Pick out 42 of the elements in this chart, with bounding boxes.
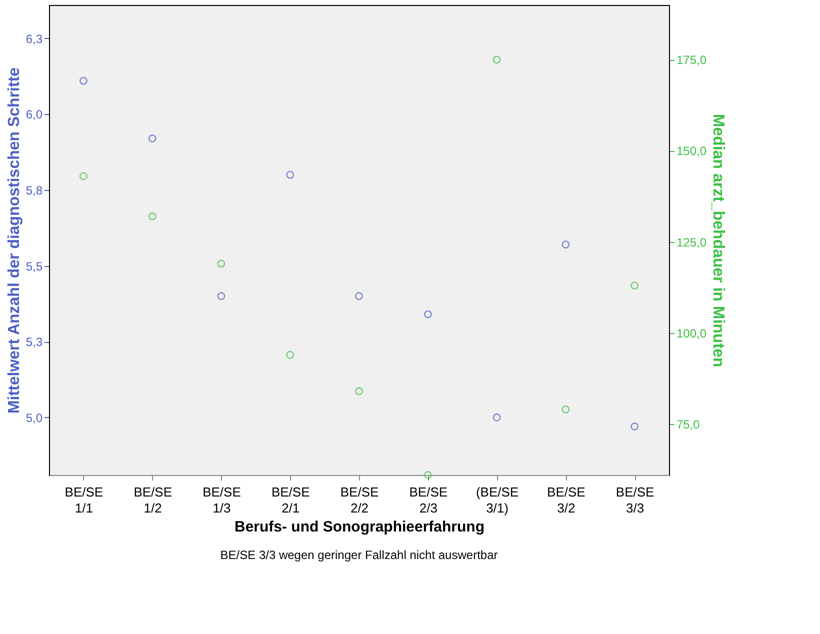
y2-axis-title: Median arzt_behdauer in Minuten bbox=[710, 114, 727, 368]
x-tick-label: BE/SE 2/1 bbox=[271, 484, 310, 516]
point bbox=[79, 76, 88, 85]
x-axis-title: Berufs- und Sonographieerfahrung bbox=[234, 518, 485, 536]
point bbox=[424, 310, 432, 318]
x-tick-label: BE/SE 2/2 bbox=[340, 484, 379, 516]
point bbox=[492, 413, 501, 422]
point bbox=[79, 172, 88, 180]
y2-tick-label: 100,0 bbox=[676, 326, 707, 340]
x-tick-label: BE/SE 1/2 bbox=[134, 484, 172, 516]
point bbox=[148, 212, 156, 220]
y-tick-label: 5,0 bbox=[26, 410, 43, 425]
point bbox=[355, 387, 363, 396]
x-tick-label: BE/SE 1/1 bbox=[64, 484, 104, 516]
point bbox=[148, 134, 156, 142]
point bbox=[492, 56, 501, 64]
x-tick-label: BE/SE 2/3 bbox=[409, 484, 448, 516]
y2-tick-label: 175,0 bbox=[676, 53, 707, 68]
point bbox=[217, 292, 226, 300]
x-tick-label: BE/SE 3/3 bbox=[616, 484, 655, 516]
x-tick-label: BE/SE 1/3 bbox=[202, 484, 242, 516]
point bbox=[217, 260, 226, 268]
x-tick-label: (BE/SE 3/1) bbox=[476, 484, 519, 516]
y-tick-label: 6,3 bbox=[26, 32, 43, 46]
point bbox=[630, 282, 639, 290]
text: BE/SE 3/3 wegen geringer Fallzahl nicht auswertbar bbox=[220, 548, 498, 562]
y-tick-label: 6,0 bbox=[26, 108, 43, 122]
point bbox=[286, 170, 294, 179]
y-tick-label: 5,8 bbox=[26, 183, 43, 198]
y2-tick-label: 75,0 bbox=[676, 417, 700, 432]
y2-tick-label: 150,0 bbox=[676, 144, 707, 158]
point bbox=[630, 422, 639, 430]
y-tick-label: 5,3 bbox=[26, 335, 43, 350]
point bbox=[286, 350, 294, 359]
point bbox=[562, 240, 570, 248]
point bbox=[424, 471, 432, 479]
y-tick-label: 5,5 bbox=[26, 259, 43, 274]
point bbox=[562, 405, 570, 414]
point bbox=[355, 292, 363, 300]
y-axis-title: Mittelwert Anzahl der diagnostischen Schritte bbox=[6, 67, 23, 414]
y2-tick-label: 125,0 bbox=[676, 235, 707, 250]
x-tick-label: BE/SE 3/2 bbox=[547, 484, 586, 516]
